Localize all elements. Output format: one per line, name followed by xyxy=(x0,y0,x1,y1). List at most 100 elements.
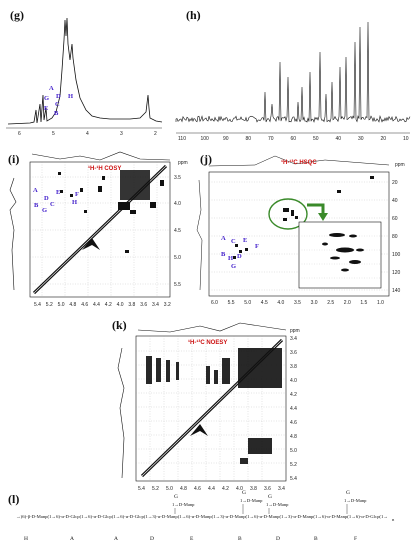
residue-letter: A xyxy=(114,536,118,542)
hsqc-peak-label: F xyxy=(255,243,259,250)
hsqc-xtick: 3.0 xyxy=(311,300,318,306)
h-tick: 100 xyxy=(201,136,210,142)
branch-unit: 1→D-Manp xyxy=(266,502,289,507)
hsqc-xtick: 2.0 xyxy=(344,300,351,306)
h-tick: 80 xyxy=(246,136,252,142)
residue-letter: B xyxy=(238,536,242,542)
branch-letter: G xyxy=(268,494,272,500)
hsqc-ytick: 120 xyxy=(392,270,401,276)
cosy-peak-label: C xyxy=(50,201,55,208)
cosy-ytick: 5.0 xyxy=(174,255,181,261)
hsqc-xtick: 4.5 xyxy=(261,300,268,306)
g-peak-label: H xyxy=(68,93,73,100)
hsqc-peak-label: B xyxy=(221,251,226,258)
cosy-xtick: 3.4 xyxy=(152,302,159,308)
noesy-y-ticks: 3.4 3.6 3.8 4.0 4.2 4.4 4.6 4.8 5.0 5.2 5.4 xyxy=(290,336,297,482)
hsqc-title: ¹H-¹³C HSQC xyxy=(281,159,317,166)
cosy-xtick: 5.4 xyxy=(34,302,41,308)
cosy-ytick: 5.5 xyxy=(174,282,181,288)
hsqc-peak-label: A xyxy=(221,235,226,242)
noesy-xtick: 4.2 xyxy=(222,486,229,492)
g-peak-labels: A D C G E B H xyxy=(44,85,73,117)
residue-letter: A xyxy=(70,536,74,542)
hsqc-x-ticks: 6.0 5.5 5.0 4.5 4.0 3.5 3.0 2.5 2.0 1.5 1.0 xyxy=(211,300,384,306)
carbon-spectrum: 110 100 90 80 70 60 50 40 30 20 10 xyxy=(175,21,411,142)
residue-letter: B xyxy=(314,536,318,542)
panel-label-l: (l) xyxy=(8,492,20,506)
noesy-title: ¹H-¹³C NOESY xyxy=(188,339,227,346)
cosy-ytick: 4.0 xyxy=(174,201,181,207)
branch-2: G 1→D-Manp xyxy=(240,490,263,514)
noesy-ytick: 5.2 xyxy=(290,462,297,468)
cosy-xtick: 4.6 xyxy=(81,302,88,308)
cosy-peak-label: H xyxy=(72,199,77,206)
g-tick-2: 4 xyxy=(86,131,89,137)
noesy-x-ticks: 5.4 5.2 5.0 4.8 4.6 4.4 4.2 4.0 3.8 3.6 3.4 xyxy=(138,486,285,492)
hsqc-ytick: 40 xyxy=(392,198,398,204)
noesy-ytick: 3.6 xyxy=(290,350,297,356)
cosy-peak-label: A xyxy=(33,187,38,194)
g-peak-label: C xyxy=(55,101,60,108)
hsqc-spectrum: ¹H-¹³C HSQC ppm 20 40 60 80 100 120 140 6.0 5.5… xyxy=(196,155,405,306)
proton-spectrum: 6 5 4 3 2 A D C G E B H xyxy=(6,17,163,137)
hsqc-xtick: 6.0 xyxy=(211,300,218,306)
h-tick: 50 xyxy=(313,136,319,142)
cosy-xtick: 3.8 xyxy=(128,302,135,308)
hsqc-peak-label: G xyxy=(231,263,236,270)
hsqc-ytick: 140 xyxy=(392,288,401,294)
cosy-ytick: 4.5 xyxy=(174,228,181,234)
h-tick: 70 xyxy=(268,136,274,142)
noesy-xtick: 5.0 xyxy=(166,486,173,492)
hsqc-y-ticks: 20 40 60 80 100 120 140 xyxy=(392,180,401,294)
polysaccharide-structure: →)6)-β-D-Manp(1→6)-α-D-Glcp(1→6)-α-D-Glc… xyxy=(16,490,395,542)
branch-4: G 1→D-Manp xyxy=(344,490,367,514)
cosy-xtick: 5.2 xyxy=(46,302,53,308)
noesy-ytick: 3.8 xyxy=(290,364,297,370)
noesy-ytick: 4.2 xyxy=(290,392,297,398)
g-tick-3: 3 xyxy=(120,131,123,137)
main-chain: →)6)-β-D-Manp(1→6)-α-D-Glcp(1→6)-α-D-Glc… xyxy=(16,514,388,519)
g-tick-4: 2 xyxy=(154,131,157,137)
cosy-ytick: 3.5 xyxy=(174,175,181,181)
hsqc-xtick: 1.5 xyxy=(360,300,367,306)
residue-letter: H xyxy=(24,536,28,542)
cosy-xtick: 4.4 xyxy=(93,302,100,308)
h-tick: 40 xyxy=(336,136,342,142)
g-peak-label: E xyxy=(44,105,48,112)
cosy-peak-label: B xyxy=(34,202,39,209)
repeat-n: n xyxy=(392,517,395,522)
noesy-xtick: 4.6 xyxy=(194,486,201,492)
residue-letter: F xyxy=(354,536,357,542)
noesy-ytick: 4.4 xyxy=(290,406,297,412)
residue-letter: E xyxy=(190,536,194,542)
noesy-ppm-label: ppm xyxy=(290,328,300,334)
cosy-xtick: 4.8 xyxy=(69,302,76,308)
g-tick-1: 5 xyxy=(52,131,55,137)
cosy-peak-label: G xyxy=(42,207,47,214)
h-tick: 10 xyxy=(403,136,409,142)
noesy-xtick: 3.8 xyxy=(250,486,257,492)
hsqc-ytick: 60 xyxy=(392,216,398,222)
hsqc-xtick: 4.0 xyxy=(277,300,284,306)
noesy-xtick: 5.4 xyxy=(138,486,145,492)
cosy-x-ticks: 5.4 5.2 5.0 4.8 4.6 4.4 4.2 4.0 3.8 3.6 3.4 3.2 xyxy=(34,302,171,308)
hsqc-ytick: 20 xyxy=(392,180,398,186)
cosy-peak-label: D xyxy=(44,195,49,202)
panel-label-i: (i) xyxy=(8,152,20,166)
panel-label-k: (k) xyxy=(112,318,127,332)
hsqc-peak-label: H xyxy=(228,255,233,262)
h-tick: 110 xyxy=(178,136,186,142)
hsqc-xtick: 2.5 xyxy=(327,300,334,306)
noesy-ytick: 4.8 xyxy=(290,434,297,440)
hsqc-peak-labels: A E C F B D H G xyxy=(221,235,259,270)
noesy-xtick: 4.8 xyxy=(180,486,187,492)
branch-1: G 1→D-Manp xyxy=(172,494,195,514)
noesy-xtick: 3.4 xyxy=(278,486,285,492)
cosy-title: ¹H-¹H COSY xyxy=(88,165,121,172)
hsqc-ppm-label: ppm xyxy=(395,162,405,168)
hsqc-xtick: 1.0 xyxy=(377,300,384,306)
branch-letter: G xyxy=(174,494,178,500)
h-tick: 90 xyxy=(223,136,229,142)
noesy-xtick: 3.6 xyxy=(264,486,271,492)
